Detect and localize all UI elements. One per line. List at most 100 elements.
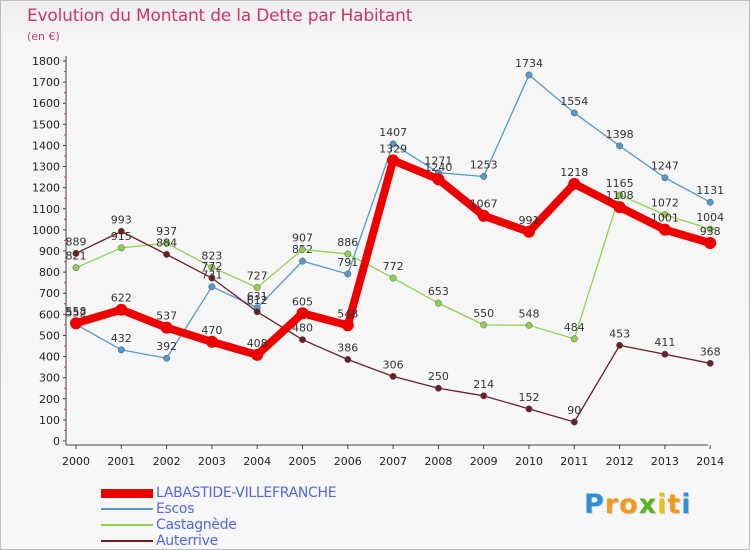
data-point-castagn-de (253, 284, 261, 291)
data-point-labastide-villefranche (477, 209, 490, 222)
data-point-auterrive (117, 227, 125, 235)
logo-letter: r (604, 489, 620, 520)
data-label-labastide-villefranche: 470 (201, 324, 222, 337)
y-tick-label: 1400 (32, 139, 60, 152)
data-label-labastide-villefranche: 938 (700, 225, 721, 238)
data-point-labastide-villefranche (70, 317, 82, 330)
logo-letter: i (657, 489, 668, 520)
data-point-castagn-de (72, 264, 80, 272)
data-point-auterrive (616, 341, 624, 349)
data-point-labastide-villefranche (613, 201, 626, 214)
data-label-labastide-villefranche: 537 (156, 310, 177, 323)
data-point-castagn-de (389, 274, 397, 282)
y-tick-label: 700 (39, 287, 60, 300)
data-point-labastide-villefranche (523, 225, 535, 238)
data-label-castagn-de: 1165 (606, 177, 634, 190)
data-point-labastide-villefranche (296, 307, 309, 320)
x-tick-label: 2012 (606, 455, 634, 468)
y-tick-label: 100 (39, 414, 60, 427)
data-label-auterrive: 772 (201, 260, 222, 273)
data-point-labastide-villefranche (704, 236, 717, 249)
y-tick-label: 1100 (32, 203, 60, 216)
data-label-escos: 1131 (696, 184, 724, 197)
data-label-labastide-villefranche: 605 (292, 295, 313, 308)
data-label-escos: 791 (337, 256, 358, 269)
data-point-auterrive (570, 418, 578, 426)
data-label-auterrive: 993 (111, 213, 132, 226)
data-label-castagn-de: 937 (156, 225, 177, 238)
data-label-escos: 631 (247, 290, 268, 303)
x-tick-label: 2007 (379, 455, 407, 468)
legend-label: Auterrive (156, 533, 218, 549)
legend-label: Escos (156, 501, 195, 517)
data-label-labastide-villefranche: 991 (519, 214, 540, 227)
data-label-castagn-de: 907 (292, 232, 313, 245)
data-label-auterrive: 411 (654, 336, 675, 349)
proxiti-logo: Proxiti (584, 489, 692, 520)
data-label-castagn-de: 1072 (651, 197, 679, 210)
legend-swatch (101, 524, 153, 526)
x-tick-label: 2010 (515, 455, 543, 468)
legend-swatch (101, 489, 153, 498)
data-point-escos (344, 270, 352, 278)
data-point-escos (706, 198, 714, 206)
data-point-escos (299, 257, 306, 265)
data-label-labastide-villefranche: 1067 (470, 198, 498, 211)
y-tick-label: 0 (53, 435, 60, 448)
x-tick-label: 2009 (470, 455, 498, 468)
y-tick-label: 400 (39, 351, 60, 364)
data-label-labastide-villefranche: 548 (337, 307, 358, 320)
data-label-auterrive: 386 (337, 342, 358, 355)
data-point-castagn-de (661, 211, 669, 219)
x-tick-label: 2011 (560, 455, 588, 468)
legend-swatch (101, 508, 153, 510)
data-point-labastide-villefranche (341, 319, 354, 332)
chart-unit: (en €) (27, 30, 60, 43)
data-point-castagn-de (117, 244, 125, 252)
data-point-auterrive (163, 250, 171, 258)
logo-letter: t (667, 489, 682, 520)
logo-letter: x (638, 489, 658, 520)
data-label-escos: 1398 (606, 128, 634, 141)
y-tick-label: 900 (39, 245, 60, 258)
data-point-castagn-de (616, 191, 624, 199)
legend-swatch (101, 540, 153, 542)
data-point-auterrive (72, 249, 80, 257)
data-point-castagn-de (570, 335, 578, 343)
data-point-escos (208, 283, 216, 291)
data-point-castagn-de (163, 239, 171, 247)
data-point-castagn-de (344, 250, 352, 258)
data-label-escos: 1247 (651, 160, 679, 173)
data-label-escos: 392 (156, 340, 177, 353)
data-point-castagn-de (525, 321, 533, 329)
data-point-escos (117, 346, 125, 354)
data-point-escos (570, 109, 578, 117)
data-label-castagn-de: 1004 (696, 211, 724, 224)
data-label-auterrive: 884 (156, 236, 177, 249)
x-tick-label: 2001 (107, 455, 135, 468)
data-point-castagn-de (706, 225, 714, 233)
data-label-labastide-villefranche: 622 (111, 292, 132, 305)
logo-letter: o (619, 489, 639, 520)
data-point-escos (480, 173, 488, 180)
logo-letter: P (584, 489, 605, 520)
data-label-auterrive: 214 (473, 378, 494, 391)
data-point-castagn-de (208, 263, 216, 271)
data-label-labastide-villefranche: 1218 (560, 166, 588, 179)
data-point-labastide-villefranche (568, 177, 581, 190)
x-tick-label: 2003 (198, 455, 226, 468)
y-tick-label: 500 (39, 329, 60, 342)
y-tick-label: 200 (39, 393, 60, 406)
data-label-castagn-de: 550 (473, 307, 494, 320)
data-point-auterrive (706, 359, 714, 367)
data-label-castagn-de: 915 (111, 230, 132, 243)
data-point-castagn-de (434, 299, 442, 307)
data-point-castagn-de (299, 246, 306, 253)
data-label-auterrive: 453 (609, 327, 630, 340)
y-tick-label: 1200 (32, 182, 60, 195)
x-tick-label: 2004 (243, 455, 271, 468)
y-tick-label: 1600 (32, 97, 60, 110)
data-point-auterrive (344, 356, 352, 363)
data-label-auterrive: 368 (700, 345, 721, 358)
